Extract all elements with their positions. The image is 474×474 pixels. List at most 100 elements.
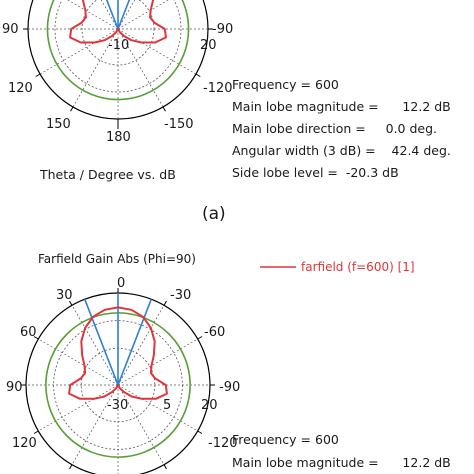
grid-spoke [117,305,165,386]
data-point [165,384,167,386]
angle-tick-mark [69,300,73,306]
angle-tick-minus-120: -120 [203,81,233,96]
data-point [93,398,95,400]
data-point [123,35,125,37]
angle-tick-mark [195,73,201,77]
angle-tick-mark [197,430,203,434]
data-point [115,387,117,390]
info-a-1: Main lobe magnitude = 12.2 dB [232,99,451,114]
data-point [85,16,87,19]
info-a-0: Frequency = 600 [232,77,339,92]
grid-spoke [38,384,119,432]
data-point [166,392,168,395]
data-point [165,36,167,39]
angle-tick-0: 0 [117,276,125,291]
angle-tick-mark [197,336,203,340]
angle-tick-90-b: 90 [6,380,23,395]
angle-tick-90: 90 [2,22,19,37]
data-point [80,41,82,44]
angle-tick-mark [35,73,41,77]
data-point [103,39,106,41]
info-a-3: Angular width (3 dB) = 42.4 deg. [232,143,451,158]
data-point [154,41,156,44]
data-point [84,327,86,329]
data-point [84,372,86,374]
legend-label: farfield (f=600) [1] [301,260,415,274]
data-point [141,398,143,400]
info-b-1: Main lobe magnitude = 12.2 dB [232,455,451,470]
data-point [117,306,119,309]
grid-spoke [117,28,197,75]
data-point [69,384,71,386]
data-point [80,340,83,343]
data-point [130,39,133,41]
data-point [149,16,151,19]
grid-spoke [71,305,119,386]
polar-plot-b [21,288,215,474]
info-a-2: Main lobe direction = 0.0 deg. [232,121,437,136]
three-db-circle [46,0,190,101]
radial-tick-20: 20 [200,38,217,53]
data-point [80,21,83,24]
data-point [154,377,156,380]
angle-tick-180: 180 [106,130,131,145]
x-axis-label-a: Theta / Degree vs. dB [39,167,176,182]
grid-spoke [72,28,119,108]
info-b-0: Frequency = 600 [232,432,339,447]
angle-tick-minus-90-b: -90 [219,380,240,395]
data-point [81,354,83,356]
data-point [79,398,81,400]
data-point [149,9,152,11]
data-point [142,315,144,318]
grid-ring [54,0,182,93]
data-point [84,9,87,11]
data-point [119,31,121,33]
data-point [68,392,70,395]
data-point [115,31,117,33]
angle-tick-minus-150: -150 [164,117,194,132]
beam-line [105,0,119,30]
angle-tick-minus-90: -90 [212,22,233,37]
radial-tick-minus-10: -10 [108,38,129,53]
angle-tick-mark [33,336,39,340]
data-point [164,28,166,30]
data-point [130,395,133,398]
data-point [155,398,157,400]
data-point [80,377,82,380]
data-point [103,309,106,311]
caption-a: (a) [202,204,226,224]
chart-title-b: Farfield Gain Abs (Phi=90) [38,252,196,266]
data-point [119,387,121,390]
grid-spoke [117,384,198,432]
info-a-4: Side lobe level = -20.3 dB [232,165,399,180]
data-point [69,36,71,39]
grid-spoke [71,384,119,465]
data-point [111,391,113,393]
beam-line [83,298,119,386]
data-point [117,28,119,30]
data-point [92,315,94,318]
data-point [150,364,153,367]
angle-tick-mark [69,464,73,470]
angle-tick-mark [163,464,167,470]
data-point [70,28,72,30]
data-point [123,391,125,393]
angle-tick-120: 120 [8,81,33,96]
data-point [140,41,143,44]
radial-tick-5: 5 [163,398,171,413]
data-point [83,364,86,367]
radial-tick-minus-30: -30 [107,398,128,413]
radial-tick-20-b: 20 [201,398,218,413]
angle-tick-150: 150 [46,117,71,132]
data-point [150,372,152,374]
grid-spoke [117,0,169,30]
grid-spoke [38,338,119,386]
angle-tick-mark [33,430,39,434]
data-point [150,327,152,329]
grid-spoke [117,338,198,386]
beam-line [117,298,153,386]
data-point [153,340,156,343]
angle-tick-120-b: 120 [12,436,37,451]
data-point [130,309,133,311]
grid-spoke [117,384,165,465]
